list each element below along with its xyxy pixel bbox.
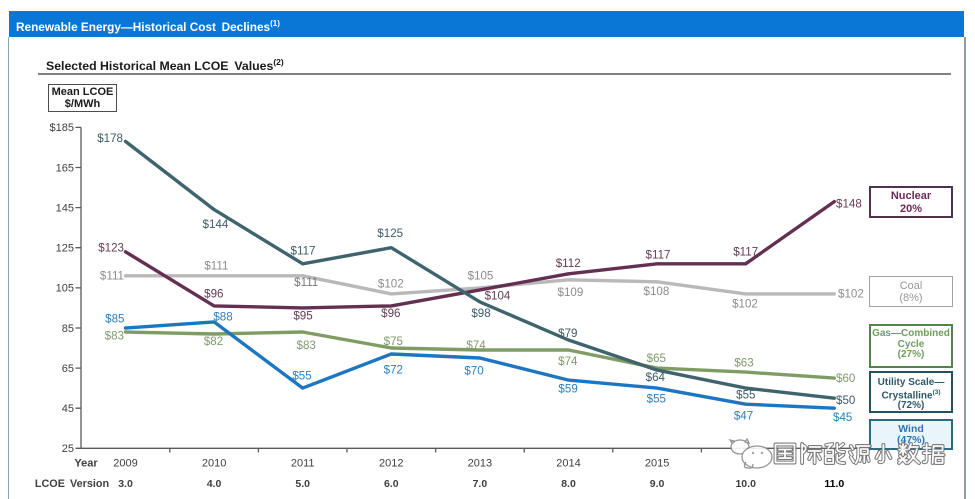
svg-text:$109: $109 — [558, 286, 584, 299]
svg-text:$148: $148 — [836, 197, 862, 210]
svg-text:$125: $125 — [377, 227, 403, 240]
svg-text:$185: $185 — [50, 122, 74, 134]
svg-text:$117: $117 — [291, 245, 316, 258]
svg-text:$74: $74 — [558, 355, 578, 368]
svg-text:$74: $74 — [466, 339, 486, 352]
svg-text:$102: $102 — [378, 277, 404, 290]
svg-text:$96: $96 — [381, 307, 400, 320]
svg-text:$55: $55 — [647, 392, 666, 405]
svg-text:45: 45 — [62, 403, 74, 415]
svg-text:$117: $117 — [733, 245, 758, 258]
svg-text:$95: $95 — [293, 310, 312, 323]
svg-text:$88: $88 — [213, 311, 232, 324]
svg-text:2009: 2009 — [113, 457, 137, 469]
svg-text:2013: 2013 — [468, 457, 492, 469]
svg-text:85: 85 — [62, 323, 74, 335]
svg-text:125: 125 — [56, 243, 74, 255]
svg-text:165: 165 — [56, 162, 74, 174]
svg-text:11.0: 11.0 — [824, 478, 844, 490]
svg-text:$59: $59 — [558, 382, 577, 395]
svg-text:5.0: 5.0 — [295, 478, 310, 490]
svg-text:105: 105 — [56, 283, 74, 295]
svg-text:2011: 2011 — [291, 457, 315, 469]
svg-text:2012: 2012 — [379, 457, 403, 469]
svg-text:7.0: 7.0 — [473, 478, 488, 490]
svg-text:$123: $123 — [98, 242, 124, 255]
svg-text:$96: $96 — [204, 288, 223, 301]
svg-text:$104: $104 — [485, 290, 511, 303]
svg-text:$108: $108 — [644, 285, 670, 298]
svg-text:$45: $45 — [833, 411, 852, 424]
svg-text:$102: $102 — [838, 288, 864, 301]
svg-text:10.0: 10.0 — [735, 478, 756, 490]
svg-text:65: 65 — [62, 363, 74, 375]
svg-text:$72: $72 — [384, 364, 403, 377]
svg-text:$47: $47 — [734, 409, 753, 422]
svg-text:$64: $64 — [646, 371, 666, 384]
svg-text:$111: $111 — [294, 276, 318, 289]
svg-text:3.0: 3.0 — [118, 478, 133, 490]
svg-text:$55: $55 — [292, 370, 311, 383]
svg-text:8.0: 8.0 — [561, 478, 576, 490]
svg-text:9.0: 9.0 — [650, 478, 665, 490]
svg-text:$70: $70 — [464, 364, 483, 377]
svg-text:$98: $98 — [471, 307, 490, 320]
svg-text:LCOE Version: LCOE Version — [35, 478, 109, 490]
svg-text:$105: $105 — [468, 270, 494, 283]
svg-text:145: 145 — [56, 202, 74, 214]
svg-text:2015: 2015 — [645, 457, 669, 469]
svg-text:$85: $85 — [105, 313, 124, 326]
svg-text:$111: $111 — [204, 259, 228, 272]
svg-text:$111: $111 — [100, 270, 124, 283]
svg-text:25: 25 — [62, 443, 74, 455]
svg-text:$144: $144 — [203, 218, 229, 231]
svg-text:2010: 2010 — [202, 457, 226, 469]
svg-text:$102: $102 — [732, 297, 758, 310]
svg-text:$60: $60 — [836, 372, 855, 385]
svg-text:$83: $83 — [105, 330, 124, 343]
svg-text:$63: $63 — [734, 356, 753, 369]
svg-text:Year: Year — [74, 457, 98, 469]
svg-text:$117: $117 — [646, 248, 671, 261]
svg-text:4.0: 4.0 — [207, 478, 222, 490]
svg-text:$79: $79 — [558, 327, 577, 340]
svg-text:$82: $82 — [204, 335, 223, 348]
svg-text:$112: $112 — [556, 257, 581, 270]
svg-text:6.0: 6.0 — [384, 478, 399, 490]
svg-text:$50: $50 — [836, 394, 855, 407]
svg-text:$65: $65 — [647, 352, 666, 365]
svg-text:$178: $178 — [97, 132, 123, 145]
svg-text:$83: $83 — [297, 339, 316, 352]
svg-text:$75: $75 — [384, 335, 403, 348]
svg-text:$55: $55 — [736, 388, 755, 401]
svg-text:2014: 2014 — [556, 457, 580, 469]
